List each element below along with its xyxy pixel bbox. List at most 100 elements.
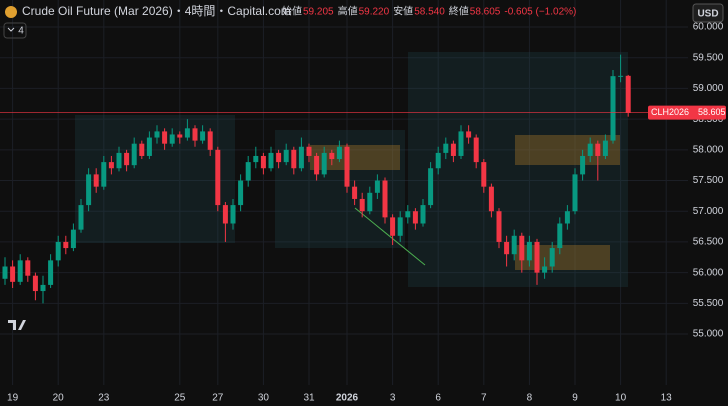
x-tick-label: 25 [174, 393, 186, 404]
x-tick-label: 20 [53, 393, 65, 404]
candle-body [184, 128, 190, 138]
x-tick-label: 27 [212, 393, 224, 404]
candle-body [450, 143, 456, 156]
candle-body [283, 149, 289, 163]
candle-body [336, 146, 342, 160]
logo [8, 320, 26, 330]
candle-body [139, 143, 145, 156]
candle-body [549, 248, 555, 267]
candle-body [618, 75, 624, 77]
y-tick-label: 57.500 [693, 175, 724, 186]
x-tick-label: 8 [527, 393, 533, 404]
x-tick-label: 31 [303, 393, 315, 404]
candle-body [40, 284, 46, 292]
candle-body [557, 223, 563, 249]
candle-body [222, 205, 228, 224]
candle-body [595, 143, 601, 156]
candles [2, 54, 631, 304]
candle-body [564, 211, 570, 224]
candle-body [488, 186, 494, 212]
candle-body [276, 152, 282, 163]
candle-body [238, 180, 244, 206]
candle-body [496, 211, 502, 242]
indicator-count: 4 [18, 26, 24, 37]
y-tick-label: 58.000 [693, 144, 724, 155]
candle-body [245, 162, 251, 181]
price-tag-value: 58.605 [698, 107, 726, 117]
x-tick-label: 19 [7, 393, 19, 404]
y-tick-label: 57.000 [693, 206, 724, 217]
ohlc-value: 58.540 [414, 7, 445, 18]
ohlc-name: 安値 [393, 5, 413, 18]
candle-body [321, 152, 327, 175]
candle-body [93, 174, 99, 187]
candle-body [108, 162, 114, 169]
candle-body [344, 146, 350, 187]
candle-body [534, 241, 540, 273]
candle-body [86, 174, 92, 206]
candle-body [367, 192, 373, 212]
y-tick-label: 60.000 [693, 22, 724, 33]
y-tick-label: 55.000 [693, 329, 724, 340]
symbol-icon [5, 6, 17, 18]
candle-body [124, 152, 130, 166]
candle-body [580, 155, 586, 175]
x-tick-label: 6 [435, 393, 441, 404]
candle-body [466, 131, 472, 138]
candle-body [412, 211, 418, 224]
candle-body [291, 149, 297, 169]
candle-body [382, 180, 388, 218]
candle-body [625, 75, 631, 113]
candle-body [314, 155, 320, 175]
candle-body [458, 131, 464, 156]
candle-body [268, 152, 274, 169]
candle-body [215, 149, 221, 206]
candle-body [131, 143, 137, 166]
trend-line [354, 207, 426, 266]
candle-body [200, 131, 206, 141]
candle-body [177, 134, 183, 138]
candle-body [473, 137, 479, 163]
candle-body [526, 241, 532, 261]
candle-body [374, 180, 380, 193]
currency-box [692, 3, 724, 23]
candle-body [32, 275, 38, 292]
x-tick-label: 23 [98, 393, 110, 404]
candle-body [519, 235, 525, 261]
price-axis [688, 0, 728, 406]
price-tag-bg [648, 105, 726, 120]
candle-body [230, 205, 236, 224]
logo-mark [8, 320, 26, 330]
indicator-toggle[interactable] [3, 22, 27, 39]
candle-body [572, 174, 578, 212]
candle-body [169, 134, 175, 144]
candle-body [390, 217, 396, 236]
x-tick-label: 7 [481, 393, 487, 404]
y-tick-label: 59.000 [693, 83, 724, 94]
ohlc-value: 58.605 [470, 7, 501, 18]
currency: USD [697, 9, 718, 20]
candle-body [17, 260, 23, 282]
candle-body [435, 152, 441, 169]
x-tick-label: 3 [390, 393, 396, 404]
candle-body [78, 205, 84, 230]
ohlc-change: -0.605 (−1.02%) [504, 7, 576, 18]
candle-body [162, 131, 168, 144]
candle-body [25, 260, 31, 276]
candle-body [55, 241, 61, 261]
candle-body [63, 241, 69, 249]
candle-body [116, 152, 122, 169]
y-tick-label: 55.500 [693, 298, 724, 309]
candle-body [443, 143, 449, 153]
candle-body [154, 131, 160, 138]
candle-body [298, 146, 304, 169]
ohlc-name: 終値 [449, 5, 469, 18]
y-tick-label: 56.500 [693, 237, 724, 248]
candle-body [48, 260, 54, 285]
candle-body [146, 137, 152, 156]
x-tick-label: 10 [615, 393, 627, 404]
candle-body [542, 266, 548, 273]
candle-body [260, 155, 266, 169]
